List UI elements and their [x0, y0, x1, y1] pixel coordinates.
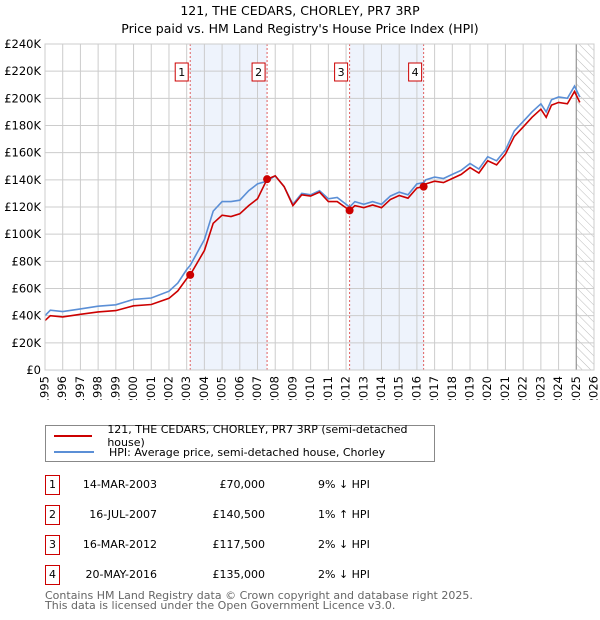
marker-number: 2	[45, 505, 60, 525]
x-tick-label: 1997	[73, 376, 87, 400]
x-tick-label: 2026	[587, 376, 600, 400]
y-tick-label: £100K	[4, 227, 41, 241]
x-tick-label: 2017	[427, 376, 441, 400]
y-tick-label: £140K	[4, 173, 41, 187]
x-tick-label: 2015	[392, 376, 406, 400]
transaction-row: 3 16-MAR-2012 £117,500 2% ↓ HPI	[45, 535, 445, 555]
marker-number: 1	[45, 475, 60, 495]
transaction-hpi: 1% ↑ HPI	[318, 508, 370, 521]
y-tick-label: £120K	[4, 200, 41, 214]
legend-label: 121, THE CEDARS, CHORLEY, PR7 3RP (semi-…	[107, 423, 408, 449]
x-tick-label: 2007	[250, 376, 264, 400]
y-tick-label: £40K	[12, 309, 42, 323]
sale-marker-box	[251, 62, 266, 82]
transaction-price: £117,500	[212, 538, 266, 551]
x-tick-label: 2006	[232, 376, 246, 400]
x-tick-label: 2014	[374, 376, 388, 400]
sale-marker-box	[408, 62, 423, 82]
x-tick-label: 1999	[108, 376, 122, 400]
sale-marker-label: 1	[178, 66, 185, 79]
transaction-date: 16-JUL-2007	[89, 508, 157, 521]
chart-title: 121, THE CEDARS, CHORLEY, PR7 3RP	[180, 3, 420, 18]
transaction-hpi: 2% ↓ HPI	[318, 568, 370, 581]
y-tick-label: £180K	[4, 119, 41, 133]
x-tick-label: 2008	[268, 376, 282, 400]
x-tick-label: 2016	[409, 376, 423, 400]
marker-number: 4	[45, 565, 60, 585]
y-tick-label: £0	[26, 363, 41, 377]
plot-border	[44, 43, 595, 371]
x-tick-label: 1996	[55, 376, 69, 400]
x-tick-label: 2001	[144, 376, 158, 400]
transaction-row: 2 16-JUL-2007 £140,500 1% ↑ HPI	[45, 505, 445, 525]
x-tick-label: 2024	[551, 376, 565, 400]
transaction-hpi: 9% ↓ HPI	[318, 478, 370, 491]
transaction-price: £70,000	[219, 478, 266, 491]
sale-point	[419, 182, 428, 191]
x-tick-label: 2010	[303, 376, 317, 400]
sale-point	[186, 270, 195, 279]
x-tick-label: 2009	[285, 376, 299, 400]
x-tick-label: 2020	[480, 376, 494, 400]
y-tick-label: £20K	[12, 336, 42, 350]
transaction-date: 16-MAR-2012	[82, 538, 157, 551]
legend-item-property: 121, THE CEDARS, CHORLEY, PR7 3RP (semi-…	[54, 423, 434, 449]
transaction-date: 20-MAY-2016	[85, 568, 157, 581]
legend: 121, THE CEDARS, CHORLEY, PR7 3RP (semi-…	[45, 423, 435, 462]
marker-number: 3	[45, 535, 60, 555]
legend-swatch-red	[54, 435, 93, 437]
y-tick-label: £240K	[4, 37, 41, 51]
footer-copyright: Contains HM Land Registry data © Crown c…	[45, 589, 473, 602]
x-tick-label: 2005	[215, 376, 229, 400]
y-tick-label: £160K	[4, 146, 41, 160]
x-tick-label: 2023	[533, 376, 547, 400]
transaction-row: 1 14-MAR-2003 £70,000 9% ↓ HPI	[45, 475, 445, 495]
x-tick-label: 2011	[321, 376, 335, 400]
sale-point	[345, 206, 354, 215]
sale-marker-label: 3	[338, 66, 345, 79]
sale-marker-label: 2	[255, 66, 262, 79]
hpi-line	[44, 84, 581, 317]
y-tick-label: £60K	[12, 282, 42, 296]
x-tick-label: 2000	[126, 376, 140, 400]
sale-marker-box	[174, 62, 189, 82]
x-tick-label: 1998	[91, 376, 105, 400]
x-tick-label: 2018	[445, 376, 459, 400]
legend-swatch-blue	[54, 451, 94, 453]
transaction-row: 4 20-MAY-2016 £135,000 2% ↓ HPI	[45, 565, 445, 585]
y-tick-label: £220K	[4, 64, 41, 78]
x-tick-label: 2025	[569, 376, 583, 400]
x-tick-label: 2013	[356, 376, 370, 400]
legend-label: HPI: Average price, semi-detached house,…	[109, 445, 386, 459]
x-tick-label: 2004	[197, 376, 211, 400]
transaction-date: 14-MAR-2003	[82, 478, 157, 491]
y-tick-label: £200K	[4, 91, 41, 105]
transaction-hpi: 2% ↓ HPI	[318, 538, 370, 551]
transaction-price: £135,000	[212, 568, 266, 581]
y-tick-label: £80K	[12, 254, 42, 268]
x-tick-label: 2012	[339, 376, 353, 400]
legend-item-hpi: HPI: Average price, semi-detached house,…	[54, 444, 385, 460]
sale-marker-box	[334, 62, 349, 82]
x-tick-label: 1995	[38, 376, 52, 400]
x-tick-label: 2022	[516, 376, 530, 400]
sale-point	[263, 175, 272, 184]
price-chart: 1995 1996 1997 1998 1999 2000 2001 2002 2003 2004…	[4, 37, 600, 400]
sale-marker-label: 4	[412, 66, 419, 79]
x-tick-label: 2021	[498, 376, 512, 400]
footer-licence: This data is licensed under the Open Gov…	[45, 599, 396, 612]
transaction-price: £140,500	[212, 508, 266, 521]
chart-subtitle: Price paid vs. HM Land Registry's House …	[121, 21, 479, 36]
x-tick-label: 2002	[161, 376, 175, 400]
x-tick-label: 2003	[179, 376, 193, 400]
x-tick-label: 2019	[463, 376, 477, 400]
